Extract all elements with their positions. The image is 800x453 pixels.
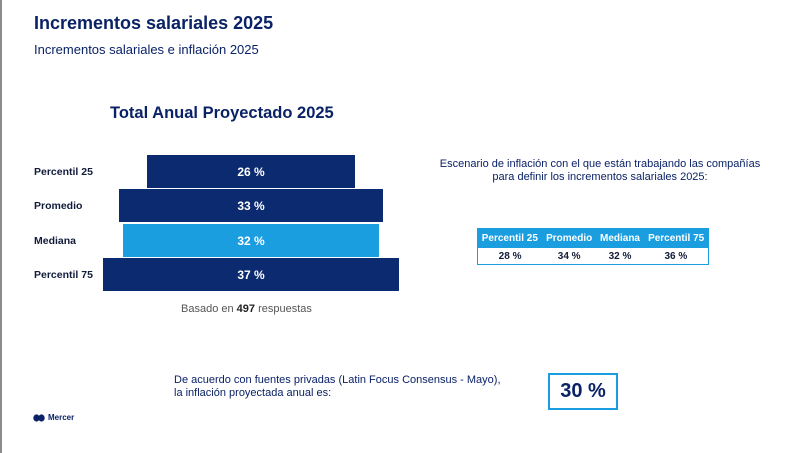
projected-inflation-note-line-1: De acuerdo con fuentes privadas (Latin F… [174, 374, 501, 386]
bar-value-label: 32 % [237, 233, 265, 248]
mercer-logo-icon [33, 413, 45, 422]
inflation-header-cell: Percentil 25 [477, 228, 543, 248]
left-divider [0, 0, 2, 453]
inflation-table-header: Percentil 25 Promedio Mediana Percentil … [477, 228, 709, 248]
bar-percentil-25: 26 % [147, 155, 355, 188]
inflation-value-cell: 36 % [643, 247, 709, 265]
responses-count: 497 [236, 303, 256, 315]
projected-inflation-note-line-2: la inflación proyectada anual es: [174, 387, 332, 399]
inflation-header-cell: Percentil 75 [643, 228, 709, 248]
page-title: Incrementos salariales 2025 [34, 13, 274, 33]
bar-value-label: 26 % [237, 164, 265, 179]
inflation-value-cell: 28 % [477, 247, 543, 265]
responses-note-prefix: Basado en [181, 303, 237, 315]
inflation-scenario-text: Escenario de inflación con el que están … [420, 158, 780, 184]
responses-note: Basado en 497 respuestas [181, 303, 312, 315]
bar-value-label: 37 % [237, 267, 265, 282]
inflation-header-cell: Mediana [595, 228, 645, 248]
mercer-logo-text: Mercer [48, 413, 75, 422]
responses-note-suffix: respuestas [255, 303, 312, 315]
chart-title: Total Anual Proyectado 2025 [110, 104, 334, 122]
bar-mediana: 32 % [123, 224, 379, 257]
page-subtitle: Incrementos salariales e inflación 2025 [34, 42, 259, 57]
row-label-percentil-25: Percentil 25 [34, 166, 93, 178]
mercer-logo: Mercer [33, 413, 74, 422]
row-label-percentil-75: Percentil 75 [34, 269, 93, 281]
bar-value-label: 33 % [237, 198, 265, 213]
projected-inflation-note: De acuerdo con fuentes privadas (Latin F… [174, 374, 501, 400]
bar-promedio: 33 % [119, 189, 383, 222]
row-label-promedio: Promedio [34, 200, 83, 212]
inflation-value-cell: 32 % [596, 247, 644, 265]
inflation-header-cell: Promedio [541, 228, 597, 248]
inflation-table: Percentil 25 Promedio Mediana Percentil … [477, 228, 709, 265]
bar-percentil-75: 37 % [103, 258, 399, 291]
projected-inflation-value: 30 % [548, 373, 618, 410]
inflation-value-cell: 34 % [542, 247, 597, 265]
inflation-scenario-line-2: para definir los incrementos salariales … [492, 171, 708, 183]
inflation-table-row: 28 % 34 % 32 % 36 % [477, 247, 709, 265]
row-label-mediana: Mediana [34, 235, 77, 247]
inflation-scenario-line-1: Escenario de inflación con el que están … [439, 158, 761, 170]
